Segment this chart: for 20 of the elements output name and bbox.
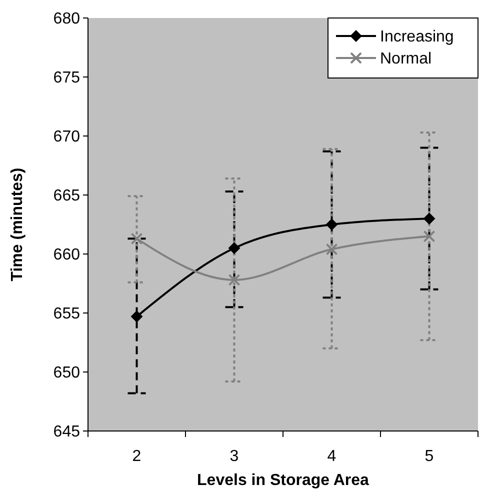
- y-tick-label: 675: [53, 70, 80, 87]
- point: [228, 242, 240, 254]
- point: [130, 310, 143, 323]
- y-tick-label: 660: [53, 246, 80, 264]
- y-tick-label: 670: [53, 128, 80, 146]
- x-axis-title: Levels in Storage Area: [197, 472, 370, 489]
- y-tick-label: 645: [53, 424, 80, 441]
- y-axis-title: Time (minutes): [9, 168, 26, 282]
- x-tick-label: 4: [327, 448, 336, 465]
- y-tick-label: 655: [53, 306, 80, 323]
- legend-label: Normal: [380, 50, 432, 68]
- x-tick-label: 2: [132, 448, 142, 465]
- legend-label: Increasing: [380, 28, 454, 46]
- y-tick-label: 665: [53, 188, 80, 205]
- point: [326, 218, 338, 230]
- y-tick-label: 680: [53, 10, 80, 28]
- y-tick-label: 650: [53, 364, 80, 382]
- x-tick-label: 5: [424, 448, 434, 465]
- point: [423, 212, 436, 225]
- x-tick-label: 3: [230, 448, 239, 465]
